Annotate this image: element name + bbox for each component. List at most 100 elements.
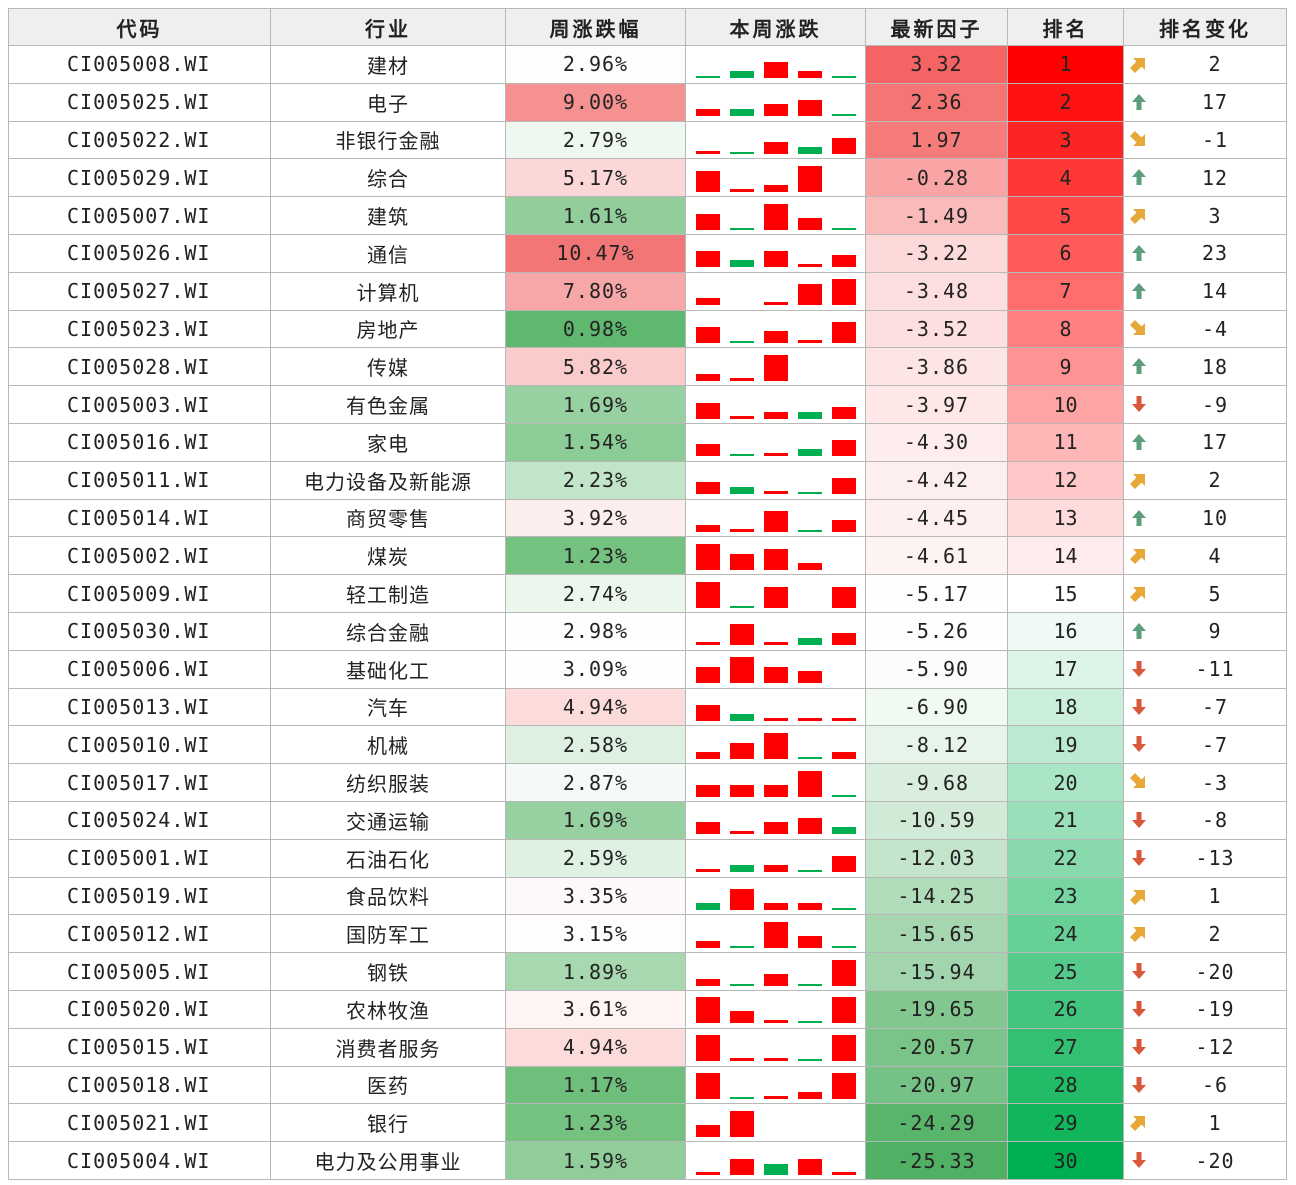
weekly-trend-sparkline [695, 921, 856, 948]
weekly-trend-cell [685, 45, 866, 84]
weekly-change-cell: 2.96% [505, 45, 686, 84]
rank-change-cell: 9 [1123, 611, 1287, 651]
table-row[interactable]: CI005002.WI 煤炭 1.23% -4.61 14 4 [8, 536, 1287, 576]
table-row[interactable]: CI005015.WI 消费者服务 4.94% -20.57 27 -12 [8, 1027, 1287, 1067]
up-day-bar [763, 902, 788, 910]
latest-factor-cell: -15.65 [865, 914, 1008, 954]
table-row[interactable]: CI005019.WI 食品饮料 3.35% -14.25 23 1 [8, 876, 1287, 916]
table-row[interactable]: CI005017.WI 纺织服装 2.87% -9.68 20 -3 [8, 763, 1287, 802]
table-row[interactable]: CI005003.WI 有色金属 1.69% -3.97 10 -9 [8, 385, 1287, 424]
code-cell: CI005002.WI [8, 536, 271, 576]
industry-cell: 电子 [270, 82, 506, 122]
up-day-bar [831, 959, 856, 986]
header-industry[interactable]: 行业 [270, 8, 506, 46]
table-row[interactable]: CI005008.WI 建材 2.96% 3.32 1 2 [8, 45, 1287, 84]
latest-factor-cell: -5.90 [865, 649, 1008, 689]
up-day-bar [763, 491, 788, 495]
code-cell: CI005006.WI [8, 649, 271, 689]
header-rank-change[interactable]: 排名变化 [1123, 8, 1287, 46]
up-day-bar [797, 100, 822, 117]
rank-change-value: -8 [1201, 808, 1229, 833]
table-row[interactable]: CI005028.WI 传媒 5.82% -3.86 9 18 [8, 347, 1287, 387]
industry-cell: 轻工制造 [270, 574, 506, 613]
weekly-trend-sparkline [695, 321, 856, 343]
down-day-bar [831, 227, 856, 230]
up-day-bar [695, 581, 720, 608]
table-row[interactable]: CI005005.WI 钢铁 1.89% -15.94 25 -20 [8, 952, 1287, 991]
table-row[interactable]: CI005026.WI 通信 10.47% -3.22 6 23 [8, 233, 1287, 273]
weekly-trend-sparkline [695, 1110, 754, 1137]
latest-factor-cell: -3.52 [865, 309, 1008, 349]
up-day-bar [695, 997, 720, 1024]
rank-value: 12 [1053, 468, 1078, 493]
industry-cell: 煤炭 [270, 536, 506, 576]
latest-factor-cell: -19.65 [865, 989, 1008, 1029]
rank-cell: 1 [1007, 45, 1124, 84]
table-row[interactable]: CI005010.WI 机械 2.58% -8.12 19 -7 [8, 725, 1287, 765]
code-cell: CI005005.WI [8, 952, 271, 991]
rank-value: 1 [1059, 52, 1072, 77]
up-day-bar [831, 856, 856, 873]
table-row[interactable]: CI005018.WI 医药 1.17% -20.97 28 -6 [8, 1065, 1287, 1105]
up-day-bar [695, 482, 720, 495]
weekly-trend-sparkline [695, 478, 856, 495]
industry-cell: 交通运输 [270, 800, 506, 840]
up-day-bar [797, 717, 822, 721]
table-row[interactable]: CI005007.WI 建筑 1.61% -1.49 5 3 [8, 196, 1287, 235]
table-row[interactable]: CI005030.WI 综合金融 2.98% -5.26 16 9 [8, 611, 1287, 651]
table-row[interactable]: CI005013.WI 汽车 4.94% -6.90 18 -7 [8, 687, 1287, 727]
up-day-bar [729, 188, 754, 192]
latest-factor-cell: -5.17 [865, 574, 1008, 613]
table-row[interactable]: CI005009.WI 轻工制造 2.74% -5.17 15 5 [8, 574, 1287, 613]
table-row[interactable]: CI005020.WI 农林牧渔 3.61% -19.65 26 -19 [8, 989, 1287, 1029]
table-row[interactable]: CI005006.WI 基础化工 3.09% -5.90 17 -11 [8, 649, 1287, 689]
table-row[interactable]: CI005027.WI 计算机 7.80% -3.48 7 14 [8, 271, 1287, 311]
weekly-trend-cell [685, 1027, 866, 1067]
header-latest-factor[interactable]: 最新因子 [865, 8, 1008, 46]
header-week-trend[interactable]: 本周涨跌 [685, 8, 866, 46]
weekly-trend-cell [685, 989, 866, 1029]
rank-cell: 8 [1007, 309, 1124, 349]
table-row[interactable]: CI005024.WI 交通运输 1.69% -10.59 21 -8 [8, 800, 1287, 840]
rank-value: 4 [1059, 165, 1072, 190]
down-arrow-icon [1132, 849, 1146, 866]
table-row[interactable]: CI005021.WI 银行 1.23% -24.29 29 1 [8, 1103, 1287, 1143]
rank-change-value: -4 [1201, 316, 1229, 341]
weekly-change-cell: 1.23% [505, 1103, 686, 1143]
header-code[interactable]: 代码 [8, 8, 271, 46]
down-day-bar [729, 983, 754, 986]
latest-factor-cell: -8.12 [865, 725, 1008, 765]
up-day-bar [797, 902, 822, 910]
weekly-trend-sparkline [695, 1158, 856, 1175]
rank-change-value: 18 [1201, 354, 1229, 379]
weekly-trend-sparkline [695, 657, 822, 684]
weekly-trend-cell [685, 271, 866, 311]
header-rank[interactable]: 排名 [1007, 8, 1124, 46]
table-row[interactable]: CI005025.WI 电子 9.00% 2.36 2 17 [8, 82, 1287, 122]
header-weekly-change[interactable]: 周涨跌幅 [505, 8, 686, 46]
down-day-bar [729, 340, 754, 343]
weekly-trend-cell [685, 1141, 866, 1180]
weekly-change-cell: 2.58% [505, 725, 686, 765]
code-cell: CI005028.WI [8, 347, 271, 387]
code-cell: CI005020.WI [8, 989, 271, 1029]
table-row[interactable]: CI005011.WI 电力设备及新能源 2.23% -4.42 12 2 [8, 460, 1287, 500]
weekly-trend-cell [685, 422, 866, 462]
rank-value: 17 [1053, 657, 1078, 682]
weekly-change-cell: 2.87% [505, 763, 686, 802]
table-row[interactable]: CI005022.WI 非银行金融 2.79% 1.97 3 -1 [8, 120, 1287, 160]
down-arrow-icon [1132, 396, 1146, 413]
table-row[interactable]: CI005004.WI 电力及公用事业 1.59% -25.33 30 -20 [8, 1141, 1287, 1180]
table-row[interactable]: CI005012.WI 国防军工 3.15% -15.65 24 2 [8, 914, 1287, 954]
table-row[interactable]: CI005029.WI 综合 5.17% -0.28 4 12 [8, 158, 1287, 198]
down-arrow-icon [1132, 698, 1146, 715]
down-day-bar [831, 794, 856, 797]
table-row[interactable]: CI005001.WI 石油石化 2.59% -12.03 22 -13 [8, 838, 1287, 878]
down-day-bar [729, 605, 754, 608]
table-row[interactable]: CI005016.WI 家电 1.54% -4.30 11 17 [8, 422, 1287, 462]
table-row[interactable]: CI005023.WI 房地产 0.98% -3.52 8 -4 [8, 309, 1287, 349]
weekly-change-cell: 1.69% [505, 385, 686, 424]
table-row[interactable]: CI005014.WI 商贸零售 3.92% -4.45 13 10 [8, 498, 1287, 538]
rank-change-cell: -20 [1123, 952, 1287, 991]
weekly-trend-cell [685, 347, 866, 387]
